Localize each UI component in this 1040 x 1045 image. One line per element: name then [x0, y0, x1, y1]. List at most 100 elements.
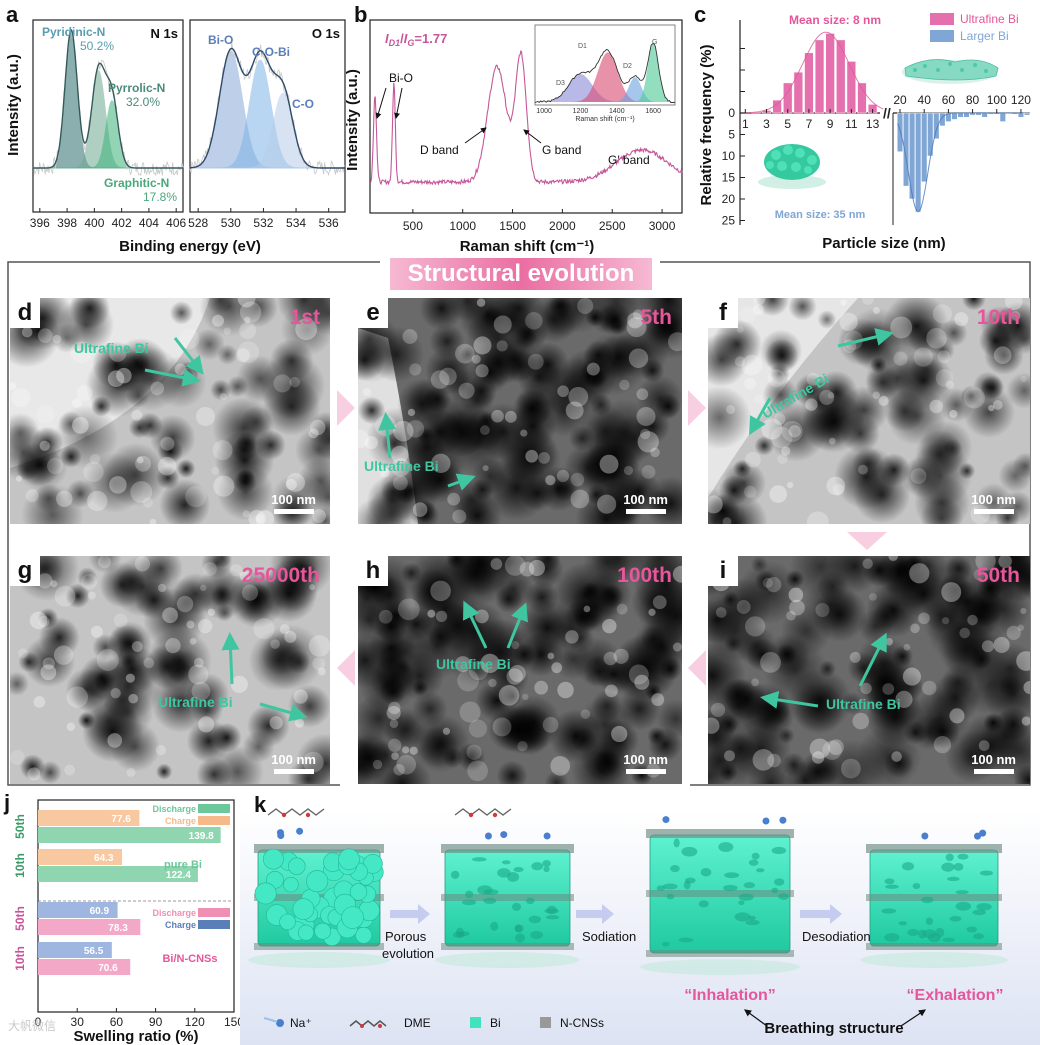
tem-panel-i: i 50th 100 nm Ultrafine Bi: [708, 556, 1030, 784]
inset-tick-label: 1600: [645, 108, 661, 115]
x-tick-label: 404: [139, 216, 159, 230]
pointer-arrow: [760, 690, 819, 709]
scale-bar: 100 nm: [623, 752, 668, 774]
na-ion-icon: [662, 816, 670, 824]
bio-label: Bi-O: [208, 33, 233, 47]
breathing-arrow-right: [900, 1009, 926, 1027]
inset-envelope: [534, 42, 676, 104]
dme-molecule-icon: [349, 1020, 387, 1027]
tem-image: [10, 556, 330, 784]
na-ion-icon: [276, 829, 284, 837]
j-ticks: 50th 10th 50th 10th 0 30 60 90 120 150: [13, 814, 240, 1029]
frame-left: [7, 261, 380, 786]
x-tick-label: 398: [57, 216, 77, 230]
larger-bar: [939, 112, 946, 127]
panel-j: j 77.6 139.8 64.3 122.4 60.9 78.3 56.5 70.6 50t…: [3, 790, 240, 1045]
panel-letter-k: k: [254, 792, 267, 817]
ultrafine-bar: [857, 82, 867, 114]
j-charge-value: 60.9: [90, 906, 110, 917]
x-tick-label: 530: [221, 216, 241, 230]
panel-b-xlabel: Raman shift (cm⁻¹): [460, 238, 595, 255]
c-larger-tick-label: 100: [987, 93, 1007, 107]
j-tick-label: 90: [149, 1015, 163, 1029]
ncns-swatch: [540, 1017, 551, 1028]
panel-letter-i: i: [708, 556, 738, 586]
ultrafine-bi-label: Ultrafine Bi: [74, 340, 149, 356]
ultrafine-bar: [836, 39, 846, 114]
raman-tick-label: 2000: [549, 219, 576, 233]
raman-inset: 1000 1200 1400 1600 Raman shift (cm⁻¹) D3 D…: [534, 24, 676, 123]
pointer-arrow: [173, 337, 204, 375]
k-blocks: [248, 808, 1008, 975]
k-structure-block: [640, 816, 800, 975]
panel-a-o1s: 528 530 532 534 536 O 1s Bi-O C-O-Bi C-O: [188, 19, 346, 230]
j-discharge-value: 70.6: [98, 963, 118, 974]
panel-letter-g: g: [10, 556, 40, 586]
inset-peak-fills: [535, 43, 675, 102]
tem-image: [708, 556, 1030, 784]
panel-a-ylabel: Intensity (a.u.): [5, 54, 22, 156]
larger-bar: [903, 112, 910, 187]
cycle-label: 100th: [617, 564, 672, 587]
j-charge-bar: [38, 849, 123, 865]
bio-arrow-2: [394, 87, 403, 119]
scale-bar-label: 100 nm: [971, 752, 1016, 767]
pointer-arrow: [221, 632, 240, 685]
na-ion-icon: [779, 816, 787, 824]
c-ultra-tick-label: 1: [742, 117, 749, 131]
k-sodiation-label: Sodiation: [582, 929, 636, 944]
j-charge-value: 64.3: [94, 853, 114, 864]
structural-evolution-title: Structural evolution: [390, 258, 652, 290]
graphitic-label: Graphitic-N: [104, 176, 169, 190]
cycle-label: 25000th: [241, 564, 320, 587]
chevron-down-icon: [847, 532, 887, 550]
j-group-pure: pure Bi: [164, 859, 202, 871]
panel-letter-j: j: [3, 790, 10, 815]
j-legend-charge-swatch-2: [198, 920, 230, 929]
larger-bar: [1023, 112, 1031, 116]
x-tick-label: 528: [188, 216, 208, 230]
j-discharge-value: 139.8: [189, 831, 214, 842]
legend-bi: Bi: [490, 1016, 501, 1030]
larger-bar: [933, 112, 940, 140]
o1s-fit-envelope: [189, 47, 345, 169]
panel-a-xlabel: Binding energy (eV): [119, 238, 261, 255]
frame-right: [660, 261, 1031, 786]
x-tick-label: 406: [166, 216, 186, 230]
d-band-label: D band: [420, 143, 459, 157]
ultrafine-bar: [814, 39, 825, 114]
j-tick-label: 0: [35, 1015, 42, 1029]
j-discharge-bar: [38, 959, 131, 975]
c-y-tick-label: 10: [722, 149, 736, 163]
g-band-arrow: [523, 129, 542, 144]
legend-ultra-swatch: [930, 13, 954, 25]
na-ion-icon: [979, 829, 987, 837]
na-ion-icon: [543, 832, 551, 840]
panel-letter-f: f: [708, 298, 738, 328]
tem-image: [358, 556, 682, 784]
x-tick-label: 396: [30, 216, 50, 230]
k-exhalation: “Exhalation”: [907, 987, 1004, 1004]
j-charge-bar: [38, 810, 140, 826]
j-tick-label: 30: [71, 1015, 85, 1029]
j-xlabel: Swelling ratio (%): [73, 1028, 198, 1045]
inset-xlabel: Raman shift (cm⁻¹): [575, 116, 634, 123]
legend-ncns: N-CNSs: [560, 1016, 604, 1030]
scale-bar-label: 100 nm: [271, 492, 316, 507]
legend-larger-swatch: [930, 30, 954, 42]
inset-peak-d2: D2: [623, 63, 632, 70]
na-ion-icon: [296, 827, 304, 835]
c-larger-tick-label: 80: [966, 93, 980, 107]
na-ion-icon: [921, 832, 929, 840]
j-tick-label: 60: [110, 1015, 124, 1029]
j-legend-charge: Charge: [165, 816, 196, 826]
tem-image: [708, 298, 1030, 524]
inset-peak-fill-d3: [535, 74, 675, 102]
axis-break-mark: //: [883, 105, 891, 121]
d-band-arrow: [464, 127, 487, 144]
c-larger-tick-label: 40: [918, 93, 932, 107]
n1s-x-ticks: 396 398 400 402 404 406: [30, 208, 187, 230]
scale-bar-label: 100 nm: [623, 492, 668, 507]
graphitic-pct: 17.8%: [143, 190, 177, 204]
bio-arrow-1: [375, 87, 387, 119]
